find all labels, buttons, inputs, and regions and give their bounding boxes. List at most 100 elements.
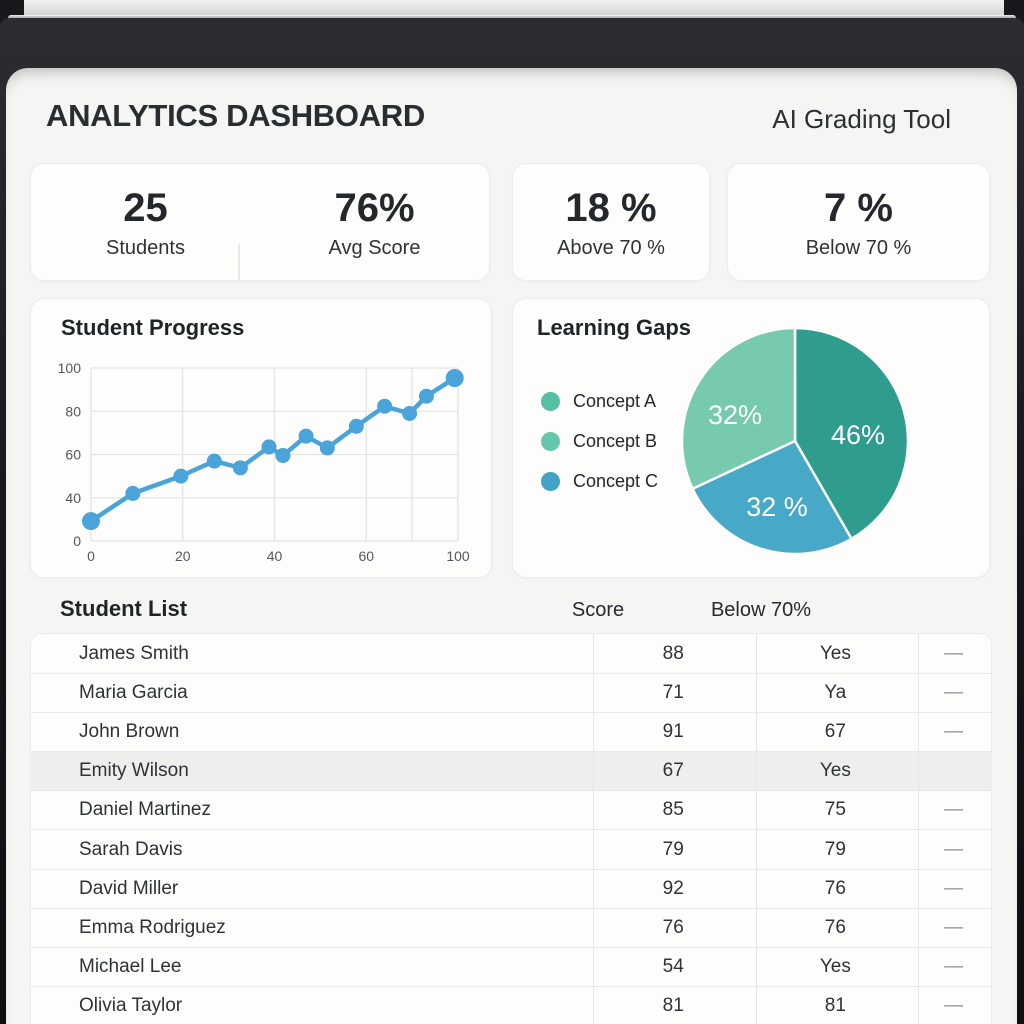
stats-row: 25 Students 76% Avg Score 18 % Above 70 …	[30, 163, 990, 281]
stat-avg-score: 76% Avg Score	[260, 185, 489, 260]
student-score-cell: 92	[662, 877, 684, 899]
student-extra-cell: —	[944, 642, 964, 664]
student-name-cell: Sarah Davis	[79, 838, 183, 860]
table-column-divider	[918, 634, 919, 1024]
column-header-score: Score	[571, 599, 625, 621]
student-name-cell: Emity Wilson	[79, 760, 189, 782]
legend-item: Concept C	[541, 471, 658, 492]
svg-text:40: 40	[267, 548, 283, 564]
student-extra-cell: —	[944, 838, 964, 860]
student-score-cell: 67	[662, 760, 684, 782]
student-name-cell: Emma Rodriguez	[79, 916, 226, 938]
table-row[interactable]: Emity Wilson 67 Yes	[31, 751, 991, 791]
stat-avg-score-value: 76%	[334, 185, 415, 230]
table-row[interactable]: Maria Garcia 71 Ya —	[31, 673, 991, 712]
learning-gaps-pie-chart: 46% 32 % 32%	[680, 326, 910, 556]
wall-background	[24, 0, 1004, 16]
legend-label: Concept A	[573, 391, 657, 411]
legend-item: Concept A	[541, 391, 658, 412]
student-table: James Smith 88 Yes — Maria Garcia 71 Ya …	[30, 633, 992, 1024]
learning-gaps-title: Learning Gaps	[537, 315, 692, 340]
table-row[interactable]: David Miller 92 76 —	[31, 868, 991, 908]
svg-text:60: 60	[65, 447, 81, 463]
svg-text:40: 40	[65, 490, 81, 506]
student-score-cell: 88	[662, 642, 684, 664]
legend-label: Concept C	[573, 471, 659, 491]
student-score-cell: 81	[662, 994, 684, 1016]
student-extra-cell: —	[944, 877, 964, 899]
table-row[interactable]: Daniel Martinez 85 75 —	[31, 790, 991, 829]
student-below-70-cell: 76	[824, 877, 846, 899]
student-below-70-cell: 81	[824, 994, 846, 1016]
student-score-cell: 54	[662, 955, 684, 977]
legend-swatch-icon	[541, 392, 560, 411]
legend-swatch-icon	[541, 432, 560, 451]
svg-text:46%: 46%	[831, 420, 885, 450]
table-row[interactable]: Emma Rodriguez 76 76 —	[31, 907, 991, 947]
student-name-cell: John Brown	[79, 721, 180, 743]
student-name-cell: James Smith	[79, 642, 189, 664]
legend-swatch-icon	[541, 472, 560, 491]
svg-text:20: 20	[175, 548, 191, 564]
dashboard-screen: ANALYTICS DASHBOARD AI Grading Tool 25 S…	[6, 68, 1017, 1024]
stat-above-70-label: Above 70 %	[557, 236, 665, 259]
legend-item: Concept B	[541, 431, 658, 452]
student-name-cell: Michael Lee	[79, 955, 182, 977]
svg-text:32 %: 32 %	[746, 492, 808, 522]
student-extra-cell: —	[944, 682, 964, 704]
student-below-70-cell: Yes	[819, 955, 851, 977]
page-title: ANALYTICS DASHBOARD	[46, 98, 425, 133]
stat-card-above-70: 18 % Above 70 %	[512, 163, 710, 281]
student-name-cell: Daniel Martinez	[79, 799, 211, 821]
learning-gaps-card: Learning Gaps Concept A Concept B Concept …	[512, 298, 990, 578]
student-extra-cell: —	[944, 799, 964, 821]
table-row[interactable]: John Brown 91 67 —	[31, 712, 991, 751]
student-table-body: James Smith 88 Yes — Maria Garcia 71 Ya …	[31, 634, 991, 1024]
student-below-70-cell: 76	[824, 916, 846, 938]
student-score-cell: 71	[662, 682, 684, 704]
svg-text:0: 0	[87, 548, 95, 564]
table-row[interactable]: Sarah Davis 79 79 —	[31, 829, 991, 868]
stat-students-value: 25	[123, 185, 168, 230]
svg-text:32%: 32%	[708, 400, 762, 430]
student-score-cell: 91	[662, 721, 684, 743]
table-column-divider	[756, 634, 757, 1024]
svg-text:100: 100	[58, 360, 82, 376]
stat-students: 25 Students	[31, 185, 260, 260]
stat-students-label: Students	[106, 236, 185, 259]
app-brand-label: AI Grading Tool	[772, 104, 951, 134]
student-progress-line-chart: 100 80 60 40 00 20 40 60 100	[58, 360, 470, 564]
stat-below-70-value: 7 %	[824, 185, 893, 230]
table-row[interactable]: Michael Lee 54 Yes —	[31, 946, 991, 986]
student-progress-card: Student Progress 100 80 60 40 0 0 20 40 60 100	[30, 298, 492, 578]
table-row[interactable]: Olivia Taylor 81 81 —	[31, 985, 991, 1024]
student-list-title: Student List	[60, 596, 188, 621]
svg-text:60: 60	[358, 548, 374, 564]
student-extra-cell: —	[944, 955, 964, 977]
stat-card-students-avg: 25 Students 76% Avg Score	[30, 163, 490, 281]
pie-legend: Concept A Concept B Concept C	[541, 391, 658, 492]
student-extra-cell: —	[944, 916, 964, 938]
student-below-70-cell: 75	[824, 799, 846, 821]
svg-text:0: 0	[73, 533, 81, 549]
svg-text:100: 100	[446, 548, 470, 564]
student-below-70-cell: Yes	[819, 642, 851, 664]
table-column-divider	[593, 634, 594, 1024]
student-below-70-cell: 79	[824, 838, 846, 860]
student-score-cell: 85	[662, 799, 684, 821]
stat-below-70-label: Below 70 %	[805, 236, 912, 259]
stat-avg-score-label: Avg Score	[328, 236, 421, 259]
student-progress-title: Student Progress	[61, 315, 245, 340]
table-row[interactable]: James Smith 88 Yes —	[31, 634, 991, 673]
student-below-70-cell: 67	[824, 721, 846, 743]
stat-card-divider	[238, 244, 240, 280]
stat-card-below-70: 7 % Below 70 %	[727, 163, 990, 281]
student-list-header: Student List Score Below 70%	[30, 596, 992, 626]
student-below-70-cell: Yes	[819, 760, 851, 782]
student-below-70-cell: Ya	[824, 682, 847, 704]
student-name-cell: Maria Garcia	[79, 682, 188, 704]
student-extra-cell: —	[944, 994, 964, 1016]
charts-row: Student Progress 100 80 60 40 0 0 20 40 60 100 Le…	[30, 298, 990, 578]
student-score-cell: 79	[662, 838, 684, 860]
legend-label: Concept B	[573, 431, 658, 451]
